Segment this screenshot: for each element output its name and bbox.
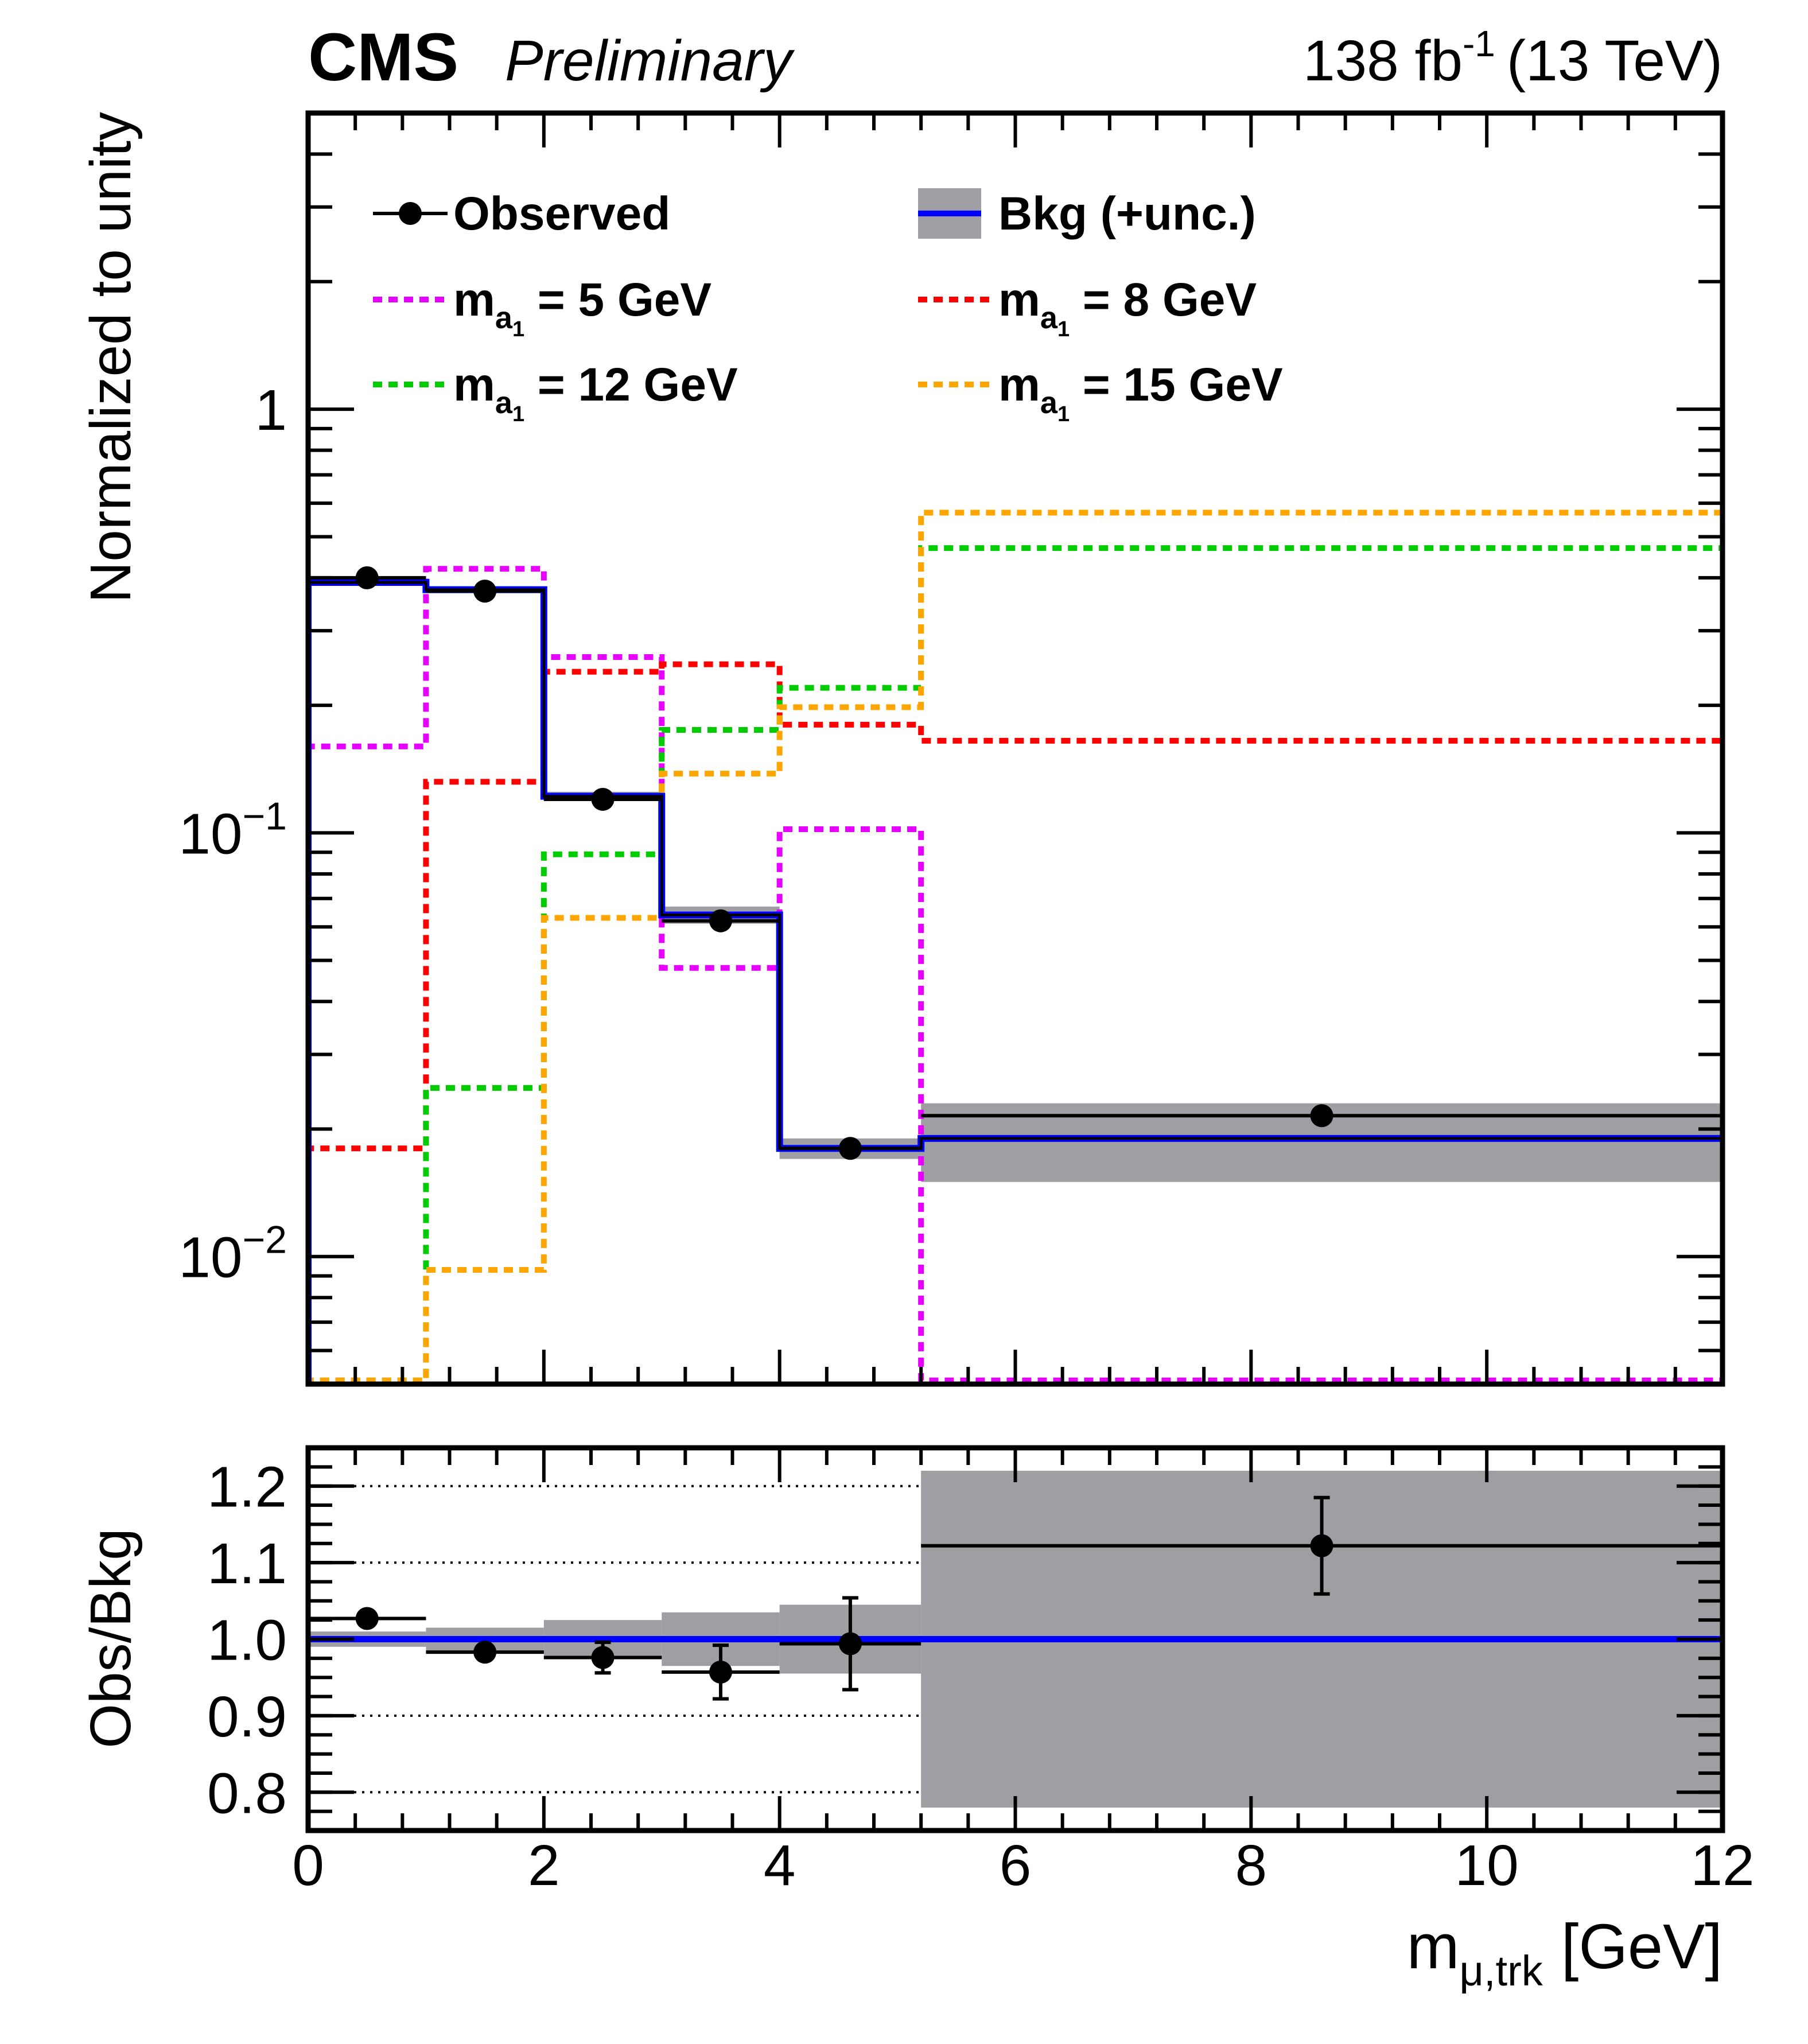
bkg-step-line [308,579,1723,1384]
y-tick-exponent: −1 [242,794,287,838]
y-tick-base: 10 [178,1226,242,1290]
legend-label-part: a [1040,301,1058,335]
legend-label-part: 1 [512,317,524,341]
legend-label-part: = 8 GeV [1070,274,1257,326]
main-y-axis: 110−110−2 [178,111,1723,1386]
observed-point [355,566,379,589]
legend-observed-point [399,202,422,225]
observed-step-line [308,581,1723,1384]
legend-label-part: = 5 GeV [524,274,711,326]
x-tick-label: 12 [1690,1833,1754,1898]
legend-label: ma1 = 12 GeV [453,359,738,426]
legend-label-part: m [998,359,1040,411]
legend-label-part: = 15 GeV [1070,359,1283,411]
signal-hist-ma12 [308,545,1723,1384]
y-tick-label: 10−1 [178,794,287,866]
cms-label: CMS [308,20,458,95]
legend-label-part: m [998,274,1040,326]
ratio-point [1310,1534,1333,1557]
ratio-tick-label: 0.8 [207,1761,287,1825]
legend-label-part: a [1040,386,1058,420]
ratio-panel: 0.8 0.9 1.0 1.1 1.2 Obs/Bkg 0 2 4 6 8 10 12 [79,113,1755,1898]
ratio-point [838,1632,862,1656]
ratio-point [473,1641,497,1664]
legend-label-part: m [453,274,495,326]
signal-hist-ma15 [308,510,1723,1384]
legend-label-part: a [495,386,513,420]
observed-point [838,1137,862,1160]
bkg-uncertainty-band [308,580,1723,1182]
legend: Observed Bkg (+unc.)ma1 = 5 GeV ma1 = 8 Ge… [373,188,1283,426]
background-histogram [308,579,1723,1384]
x-tick-label: 10 [1455,1833,1519,1898]
y-tick-exponent: −2 [242,1218,287,1262]
x-axis: 0 2 4 6 8 10 12 [292,113,1755,1898]
main-panel: 110−110−2 Normalized to unity Observed Bk… [79,110,1725,1387]
ratio-tick-label: 1.2 [207,1455,287,1520]
legend-label-part: 1 [1057,317,1070,341]
x-axis-label-unit: [GeV] [1561,1911,1723,1982]
legend-label-part: 1 [512,402,524,426]
x-tick-label: 8 [1235,1833,1267,1898]
legend-label-part: a [495,301,513,335]
x-tick-label: 4 [764,1833,796,1898]
observed-point [1310,1104,1333,1128]
legend-label: ma1 = 8 GeV [998,274,1257,341]
ratio-point [709,1660,732,1684]
legend-label: Bkg (+unc.) [998,188,1256,240]
ratio-point [355,1607,379,1630]
y-tick-base: 10 [178,802,242,866]
y-tick-label: 10−2 [178,1218,287,1290]
signal-hist-ma5 [308,566,1723,1384]
lumi-value: 138 fb [1303,29,1463,93]
signal-histograms [308,510,1723,1384]
y-tick-label: 1 [255,378,287,442]
legend-label: Observed [453,188,670,240]
legend-label-part: = 12 GeV [524,359,738,411]
x-tick-label: 0 [292,1833,324,1898]
x-axis-label-base: m [1407,1911,1460,1982]
legend-label-part: m [453,359,495,411]
y-tick-base: 1 [255,378,287,442]
observed-point [473,580,497,603]
ratio-point [591,1646,615,1669]
preliminary-label: Preliminary [505,29,795,93]
observed-point [709,909,732,932]
legend-label-part: 1 [1057,402,1070,426]
observed-point [591,787,615,811]
lumi-energy: (13 TeV) [1507,29,1723,93]
x-axis-label: mμ,trk [GeV] [1407,1911,1723,1995]
lumi-label: 138 fb-1 (13 TeV) [1303,23,1723,93]
x-tick-label: 6 [1000,1833,1032,1898]
ratio-y-axis-label: Obs/Bkg [79,1528,143,1748]
main-y-axis-label: Normalized to unity [79,112,143,603]
x-tick-label: 2 [528,1833,560,1898]
legend-label: ma1 = 15 GeV [998,359,1283,426]
ratio-tick-label: 1.1 [207,1532,287,1596]
ratio-y-axis: 0.8 0.9 1.0 1.1 1.2 [207,1446,1723,1832]
lumi-exponent: -1 [1463,23,1495,64]
legend-label: ma1 = 5 GeV [453,274,711,341]
ratio-tick-label: 0.9 [207,1685,287,1749]
signal-hist-ma8 [308,661,1723,1384]
observed-points [308,566,1723,1160]
ratio-tick-label: 1.0 [207,1608,287,1673]
x-axis-label-sub: μ,trk [1459,1947,1543,1995]
